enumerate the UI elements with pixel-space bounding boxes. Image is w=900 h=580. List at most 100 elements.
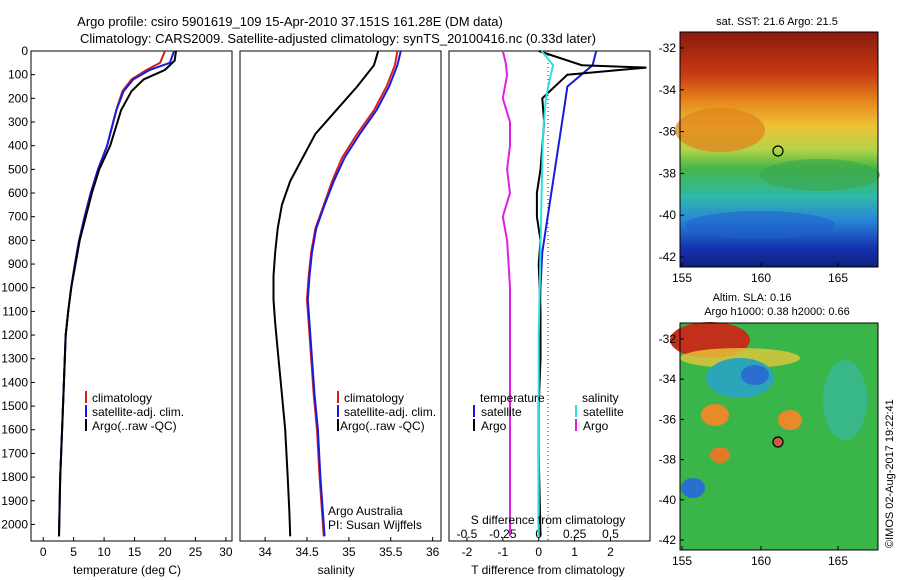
lon-tick-label: 160 xyxy=(751,554,771,568)
depth-tick-label: 400 xyxy=(8,139,28,153)
depth-tick-label: 1600 xyxy=(1,423,28,437)
lat-tick-label: -42 xyxy=(659,533,677,547)
lat-tick-label: -32 xyxy=(659,41,677,55)
x-tick-label: 10 xyxy=(97,545,111,559)
lon-tick-label: 160 xyxy=(751,271,771,285)
depth-tick-label: 900 xyxy=(8,257,28,271)
pi-annotation-line2: PI: Susan Wijffels xyxy=(328,518,422,532)
depth-tick-label: 500 xyxy=(8,162,28,176)
x-tick-label: -1 xyxy=(498,545,509,559)
lat-tick-label: -38 xyxy=(659,453,677,467)
legend-t-argo-label: Argo xyxy=(481,419,507,433)
sla-high-blob-3 xyxy=(710,447,730,463)
depth-tick-label: 1500 xyxy=(1,399,28,413)
x-tick-label: 0 xyxy=(535,545,542,559)
sla-teal-east xyxy=(823,360,867,440)
x-tick-label: 30 xyxy=(219,545,233,559)
salinity-panel: 34 34.5 35 35.5 36 climatology satellite-adj… xyxy=(239,50,442,577)
series-line-temperature-argo xyxy=(535,50,647,537)
series-line-argo-raw-qc- xyxy=(272,50,380,537)
x-tick-label: 2 xyxy=(607,545,614,559)
lon-tick-label: 155 xyxy=(672,271,692,285)
sla-map-title-line2: Argo h1000: 0.38 h2000: 0.66 xyxy=(704,306,850,318)
lat-tick-label: -40 xyxy=(659,208,677,222)
temperature-series xyxy=(58,50,177,537)
temperature-x-ticks: 0 5 10 15 20 25 30 xyxy=(40,537,233,559)
lat-tick-label: -42 xyxy=(659,250,677,264)
depth-tick-label: 1100 xyxy=(2,304,28,318)
legend-argo-label: Argo(..raw -QC) xyxy=(92,419,177,433)
legend-t-satellite-label: satellite xyxy=(481,405,522,419)
depth-tick-label: 1900 xyxy=(1,494,28,508)
depth-tick-label: 0 xyxy=(21,44,28,58)
s-tick-label: 0.5 xyxy=(602,527,619,541)
depth-tick-label: 1200 xyxy=(1,328,28,342)
depth-tick-label: 600 xyxy=(8,186,28,200)
lat-tick-label: -32 xyxy=(659,332,677,346)
series-line-argo-raw-qc- xyxy=(58,50,177,537)
series-line-salinity-satellite xyxy=(537,50,555,537)
argo-position-marker xyxy=(772,145,784,157)
depth-tick-label: 700 xyxy=(8,210,28,224)
depth-tick-label: 1700 xyxy=(1,446,28,460)
salinity-plot-frame xyxy=(239,50,442,542)
sla-high-blob-1 xyxy=(701,404,729,426)
salinity-x-label: salinity xyxy=(318,563,355,577)
sst-blue-patch xyxy=(685,211,835,239)
legend-salinity-heading: salinity xyxy=(582,391,619,405)
depth-tick-label: 200 xyxy=(8,91,28,105)
sst-y-ticks: -32 -34 -36 -38 -40 -42 xyxy=(659,41,684,264)
lon-tick-label: 155 xyxy=(672,554,692,568)
difference-panel: -2 -1 0 1 2-0.5 -0.25 0 0.25 0.5 temperature sat… xyxy=(448,50,651,577)
salinity-x-ticks: 34 34.5 35 35.5 36 xyxy=(258,537,440,559)
sla-x-ticks: 155 160 165 xyxy=(672,546,848,568)
lon-tick-label: 165 xyxy=(828,271,848,285)
series-line-satellite-adj-clim- xyxy=(306,50,402,537)
depth-tick-label: 1300 xyxy=(1,352,28,366)
s-tick-label: -0.5 xyxy=(457,527,478,541)
sla-low-southwest xyxy=(681,478,705,498)
lat-tick-label: -36 xyxy=(659,125,677,139)
lat-tick-label: -40 xyxy=(659,493,677,507)
figure-title-line2: Climatology: CARS2009. Satellite-adjuste… xyxy=(80,31,596,46)
depth-tick-label: 300 xyxy=(8,115,28,129)
imos-credit: ©IMOS 02-Aug-2017 19:22:41 xyxy=(884,399,896,548)
depth-tick-label: 2000 xyxy=(1,517,28,531)
x-tick-label: 34.5 xyxy=(295,545,319,559)
sla-y-ticks: -32 -34 -36 -38 -40 -42 xyxy=(659,332,684,547)
x-tick-label: 5 xyxy=(70,545,77,559)
difference-plot-frame xyxy=(448,50,651,542)
depth-tick-label: 800 xyxy=(8,233,28,247)
x-tick-label: 1 xyxy=(571,545,578,559)
difference-series xyxy=(501,50,647,537)
salinity-series xyxy=(272,50,402,537)
depth-tick-label: 1800 xyxy=(1,470,28,484)
x-tick-label: 35 xyxy=(342,545,356,559)
sla-high-blob-2 xyxy=(778,410,802,430)
depth-tick-label: 1400 xyxy=(1,375,28,389)
salinity-legend: climatology satellite-adj. clim. Argo(..… xyxy=(337,391,436,433)
legend-satellite-label: satellite-adj. clim. xyxy=(92,405,184,419)
lat-tick-label: -34 xyxy=(659,83,677,97)
pi-annotation-line1: Argo Australia xyxy=(328,504,403,518)
lat-tick-label: -38 xyxy=(659,166,677,180)
sla-map-frame xyxy=(679,322,879,551)
temperature-legend: climatology satellite-adj. clim. Argo(..… xyxy=(85,391,184,433)
x-tick-label: 20 xyxy=(158,545,172,559)
sst-warm-eddy xyxy=(675,108,765,152)
figure-title-line1: Argo profile: csiro 5901619_109 15-Apr-2… xyxy=(77,14,503,29)
lat-tick-label: -34 xyxy=(659,372,677,386)
x-tick-label: 0 xyxy=(40,545,47,559)
legend-temperature-heading: temperature xyxy=(480,391,545,405)
sst-map-frame xyxy=(679,31,879,268)
legend-satellite-label: satellite-adj. clim. xyxy=(344,405,436,419)
sst-cool-tongue xyxy=(760,159,880,191)
s-tick-label: -0.25 xyxy=(489,527,517,541)
temperature-panel: 0100200300400500600700800900100011001200… xyxy=(1,44,453,577)
lat-tick-label: -36 xyxy=(659,412,677,426)
sla-map-panel: Altim. SLA: 0.16 Argo h1000: 0.38 h2000:… xyxy=(659,292,879,568)
series-line-salinity-argo xyxy=(501,50,512,537)
legend-s-argo-label: Argo xyxy=(583,419,609,433)
difference-legend: temperature satellite Argo salinity sate… xyxy=(473,391,624,433)
